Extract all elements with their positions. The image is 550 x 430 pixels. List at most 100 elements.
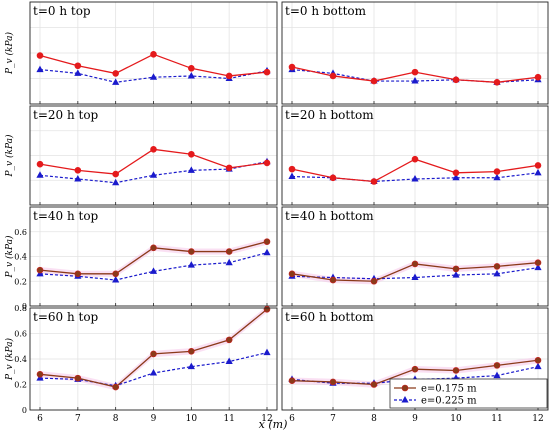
marker-e225 <box>288 172 296 180</box>
x-axis-label: x (m) <box>259 418 288 430</box>
x-tick-label: 7 <box>330 414 336 424</box>
marker-e175 <box>288 270 296 278</box>
y-tick-label: 0.4 <box>14 355 27 364</box>
legend: e=0.175 me=0.225 m <box>389 378 548 409</box>
panel-0: t=0 h top P_v (kPa) <box>4 1 278 105</box>
x-tick-label: 12 <box>261 414 272 424</box>
marker-e175 <box>112 383 119 391</box>
marker-e225 <box>74 69 82 76</box>
marker-e175 <box>288 63 296 71</box>
marker-e175 <box>225 72 233 80</box>
marker-e225 <box>149 73 158 80</box>
marker-e175 <box>452 169 460 177</box>
marker-e175 <box>36 370 44 378</box>
x-tick-label: 10 <box>450 414 462 424</box>
marker-e225 <box>263 348 271 356</box>
marker-e175 <box>74 270 82 278</box>
legend-box <box>389 378 548 409</box>
y-tick-label: 0 <box>22 406 27 415</box>
marker-e175 <box>36 160 44 168</box>
marker-e175 <box>150 244 157 252</box>
panel-title: t=40 h bottom <box>285 209 374 223</box>
marker-e225 <box>112 78 120 85</box>
legend-label: e=0.225 m <box>421 396 477 407</box>
panel-4: t=40 h top 0 0.2 0.4 0.6P_v (kPa) <box>4 206 278 311</box>
y-axis-label: P_v (kPa) <box>4 32 15 75</box>
x-tick-label: 8 <box>113 414 119 424</box>
marker-e225 <box>149 171 158 178</box>
x-tick-label: 11 <box>491 414 502 424</box>
marker-e175 <box>493 362 501 369</box>
panel-title: t=60 h top <box>33 310 99 324</box>
marker-e225 <box>149 369 158 376</box>
y-axis-label: P_v (kPa) <box>4 235 15 278</box>
marker-e175 <box>329 276 337 284</box>
marker-e225 <box>411 273 419 281</box>
y-tick-label: 0.4 <box>14 253 27 262</box>
marker-e175 <box>534 162 542 169</box>
marker-e225 <box>493 173 501 181</box>
x-tick-label: 9 <box>412 414 418 424</box>
marker-e225 <box>187 261 195 268</box>
marker-e225 <box>263 248 271 256</box>
marker-e175 <box>112 170 119 178</box>
y-tick-label: 0.2 <box>14 277 27 286</box>
marker-e175 <box>150 350 157 358</box>
panel-1: t=0 h bottom <box>281 1 549 105</box>
marker-e175 <box>493 168 501 175</box>
marker-e175 <box>112 70 119 77</box>
legend-marker-e225 <box>401 396 409 403</box>
marker-e175 <box>74 62 82 70</box>
marker-e225 <box>187 71 195 79</box>
y-axis-label: P_v (kPa) <box>4 338 15 381</box>
marker-e175 <box>329 72 337 80</box>
legend-label: e=0.175 m <box>421 384 477 395</box>
marker-e175 <box>112 270 119 278</box>
marker-e225 <box>36 65 44 73</box>
marker-e225 <box>452 173 460 181</box>
marker-e175 <box>370 277 378 285</box>
marker-e225 <box>112 276 120 283</box>
y-tick-label: 0.6 <box>14 330 27 339</box>
marker-e175 <box>288 377 296 384</box>
y-axis-label: P_v (kPa) <box>4 134 15 177</box>
marker-e225 <box>452 271 460 278</box>
marker-e225 <box>36 171 44 178</box>
marker-e225 <box>411 77 419 84</box>
marker-e225 <box>149 267 158 274</box>
panel-title: t=40 h top <box>33 209 99 223</box>
marker-e175 <box>534 259 542 266</box>
marker-e225 <box>225 357 233 365</box>
panel-6: t=60 h top 6 7 8 9 10 11 12 0 0.2 0.4 0.6 0.8 P_v (kP… <box>4 304 278 424</box>
marker-e175 <box>411 68 419 76</box>
marker-e175 <box>150 146 157 153</box>
marker-e175 <box>534 73 542 81</box>
marker-e175 <box>411 260 419 268</box>
y-tick-label: 0.6 <box>14 228 27 237</box>
y-tick-label: 0.8 <box>14 304 27 313</box>
x-tick-label: 6 <box>289 414 295 424</box>
marker-e175 <box>74 374 82 382</box>
marker-e175 <box>493 263 501 270</box>
panels-layer: t=0 h top P_v (kPa) t=0 h bottom t=20 h top… <box>4 1 549 424</box>
marker-e225 <box>74 175 82 182</box>
marker-e175 <box>225 336 233 344</box>
marker-e175 <box>36 52 44 59</box>
marker-e175 <box>36 266 44 274</box>
marker-e225 <box>187 362 195 370</box>
panel-title: t=20 h bottom <box>285 108 374 122</box>
marker-e175 <box>411 155 419 163</box>
marker-e175 <box>329 378 337 386</box>
marker-e175 <box>452 265 460 273</box>
panel-title: t=20 h top <box>33 108 99 122</box>
x-tick-label: 11 <box>223 414 234 424</box>
marker-e175 <box>263 159 271 167</box>
x-tick-label: 10 <box>186 414 198 424</box>
marker-e175 <box>188 348 195 355</box>
marker-e175 <box>263 305 271 313</box>
marker-e175 <box>370 77 378 85</box>
marker-e225 <box>534 263 542 271</box>
marker-e225 <box>493 269 501 277</box>
marker-e175 <box>370 178 378 185</box>
panel-3: t=20 h bottom <box>281 105 549 206</box>
